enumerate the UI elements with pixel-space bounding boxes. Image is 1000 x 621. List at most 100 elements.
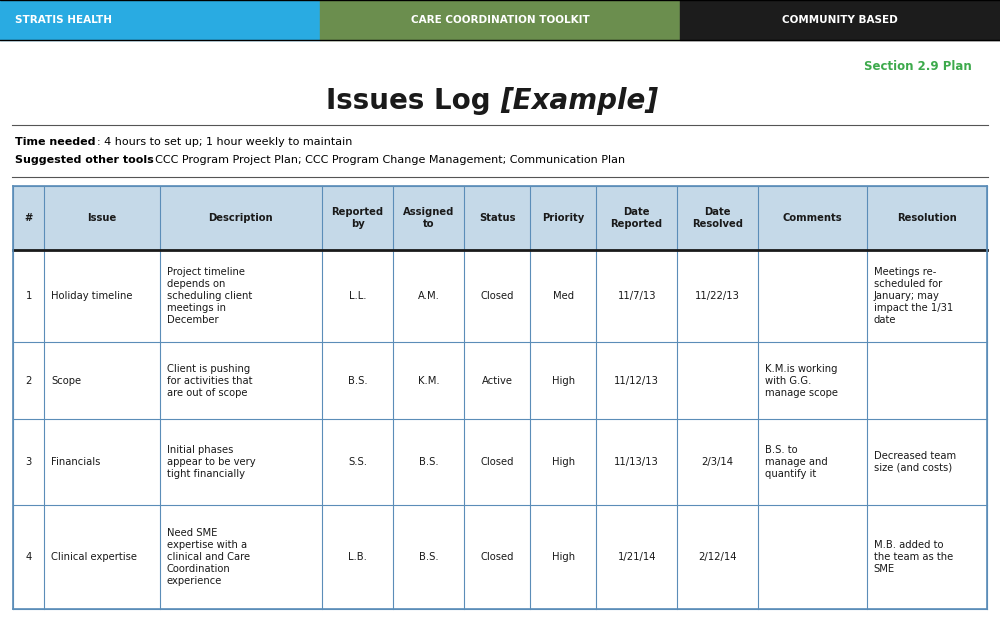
Bar xyxy=(530,342,596,419)
Bar xyxy=(393,342,464,419)
Bar xyxy=(393,419,464,505)
Bar xyxy=(596,505,677,609)
Bar xyxy=(867,505,987,609)
Text: 2: 2 xyxy=(26,376,32,386)
Text: 11/13/13: 11/13/13 xyxy=(614,457,659,467)
Text: 1: 1 xyxy=(26,291,32,301)
Text: 1/21/14: 1/21/14 xyxy=(617,551,656,561)
Text: Meetings re-
scheduled for
January; may
impact the 1/31
date: Meetings re- scheduled for January; may … xyxy=(874,267,953,325)
Text: Need SME
expertise with a
clinical and Care
Coordination
experience: Need SME expertise with a clinical and C… xyxy=(167,528,250,586)
Bar xyxy=(13,342,44,419)
Text: : CCC Program Project Plan; CCC Program Change Management; Communication Plan: : CCC Program Project Plan; CCC Program … xyxy=(148,155,625,165)
Text: B.S. to
manage and
quantify it: B.S. to manage and quantify it xyxy=(765,445,827,479)
Bar xyxy=(867,342,987,419)
Text: Client is pushing
for activities that
are out of scope: Client is pushing for activities that ar… xyxy=(167,363,252,397)
Text: Clinical expertise: Clinical expertise xyxy=(51,551,137,561)
Text: Description: Description xyxy=(208,213,273,223)
Text: Closed: Closed xyxy=(481,551,514,561)
Text: Issue: Issue xyxy=(87,213,117,223)
Text: Med: Med xyxy=(553,291,574,301)
Bar xyxy=(44,250,160,342)
Bar xyxy=(13,250,44,342)
Text: Section 2.9 Plan: Section 2.9 Plan xyxy=(864,60,972,73)
Text: COMMUNITY BASED: COMMUNITY BASED xyxy=(782,15,898,25)
Text: #: # xyxy=(25,213,33,223)
Text: Priority: Priority xyxy=(542,213,584,223)
Text: 3: 3 xyxy=(26,457,32,467)
Text: High: High xyxy=(552,551,575,561)
Bar xyxy=(44,186,160,250)
Text: Reported
by: Reported by xyxy=(332,207,384,229)
Text: Suggested other tools: Suggested other tools xyxy=(15,155,154,165)
Bar xyxy=(464,505,530,609)
Text: Scope: Scope xyxy=(51,376,82,386)
Bar xyxy=(322,505,393,609)
Bar xyxy=(530,419,596,505)
Text: M.B. added to
the team as the
SME: M.B. added to the team as the SME xyxy=(874,540,953,574)
Text: Active: Active xyxy=(482,376,513,386)
Text: 11/7/13: 11/7/13 xyxy=(617,291,656,301)
Bar xyxy=(596,419,677,505)
Bar xyxy=(758,342,867,419)
Bar xyxy=(320,0,680,40)
Text: S.S.: S.S. xyxy=(348,457,367,467)
Bar xyxy=(680,0,1000,40)
Text: High: High xyxy=(552,376,575,386)
Bar xyxy=(677,505,758,609)
Bar xyxy=(464,342,530,419)
Bar xyxy=(393,505,464,609)
Bar xyxy=(44,342,160,419)
Bar xyxy=(160,342,322,419)
Bar xyxy=(867,186,987,250)
Bar xyxy=(322,419,393,505)
Bar xyxy=(322,250,393,342)
Bar xyxy=(758,250,867,342)
Text: Initial phases
appear to be very
tight financially: Initial phases appear to be very tight f… xyxy=(167,445,255,479)
Text: B.S.: B.S. xyxy=(348,376,367,386)
Text: : 4 hours to set up; 1 hour weekly to maintain: : 4 hours to set up; 1 hour weekly to ma… xyxy=(97,137,352,147)
Bar xyxy=(677,250,758,342)
Bar xyxy=(393,186,464,250)
Bar xyxy=(464,419,530,505)
Text: L.L.: L.L. xyxy=(349,291,366,301)
Bar xyxy=(530,186,596,250)
Text: B.S.: B.S. xyxy=(419,551,439,561)
Bar xyxy=(13,186,44,250)
Bar xyxy=(758,419,867,505)
Bar xyxy=(867,250,987,342)
Text: Assigned
to: Assigned to xyxy=(403,207,454,229)
Text: Date
Reported: Date Reported xyxy=(611,207,663,229)
Text: A.M.: A.M. xyxy=(418,291,440,301)
Bar xyxy=(160,505,322,609)
Text: Comments: Comments xyxy=(782,213,842,223)
Text: Closed: Closed xyxy=(481,457,514,467)
Bar xyxy=(464,186,530,250)
Text: Time needed: Time needed xyxy=(15,137,96,147)
Bar xyxy=(13,419,44,505)
Bar xyxy=(322,186,393,250)
Bar xyxy=(596,186,677,250)
Bar xyxy=(160,186,322,250)
Text: L.B.: L.B. xyxy=(348,551,367,561)
Text: 2/12/14: 2/12/14 xyxy=(698,551,737,561)
Bar xyxy=(0,0,320,40)
Text: 11/22/13: 11/22/13 xyxy=(695,291,740,301)
Text: Resolution: Resolution xyxy=(897,213,957,223)
Bar xyxy=(867,419,987,505)
Bar xyxy=(44,505,160,609)
Bar xyxy=(530,250,596,342)
Text: 4: 4 xyxy=(26,551,32,561)
Text: Closed: Closed xyxy=(481,291,514,301)
Bar xyxy=(160,250,322,342)
Bar xyxy=(322,342,393,419)
Text: 11/12/13: 11/12/13 xyxy=(614,376,659,386)
Bar xyxy=(464,250,530,342)
Text: B.S.: B.S. xyxy=(419,457,439,467)
Text: Date
Resolved: Date Resolved xyxy=(692,207,743,229)
Text: Holiday timeline: Holiday timeline xyxy=(51,291,133,301)
Bar xyxy=(44,419,160,505)
Bar xyxy=(393,250,464,342)
Bar xyxy=(677,419,758,505)
Bar xyxy=(677,342,758,419)
Text: CARE COORDINATION TOOLKIT: CARE COORDINATION TOOLKIT xyxy=(411,15,589,25)
